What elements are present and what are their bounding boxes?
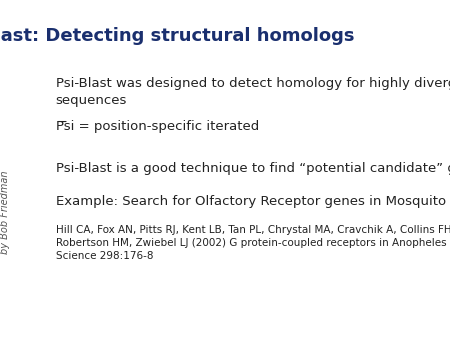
Text: by Bob Friedman: by Bob Friedman <box>0 170 10 254</box>
Text: Psi-Blast: Detecting structural homologs: Psi-Blast: Detecting structural homologs <box>0 27 355 45</box>
Text: Psi-Blast was designed to detect homology for highly divergent amino acid
sequen: Psi-Blast was designed to detect homolog… <box>56 77 450 107</box>
Text: Example: Search for Olfactory Receptor genes in Mosquito genome: Example: Search for Olfactory Receptor g… <box>56 195 450 208</box>
Text: Psi-Blast is a good technique to find “potential candidate” genes: Psi-Blast is a good technique to find “p… <box>56 162 450 175</box>
Text: Psi = position-specific iterated: Psi = position-specific iterated <box>56 120 259 132</box>
Text: Hill CA, Fox AN, Pitts RJ, Kent LB, Tan PL, Chrystal MA, Cravchik A, Collins FH,: Hill CA, Fox AN, Pitts RJ, Kent LB, Tan … <box>56 225 450 262</box>
